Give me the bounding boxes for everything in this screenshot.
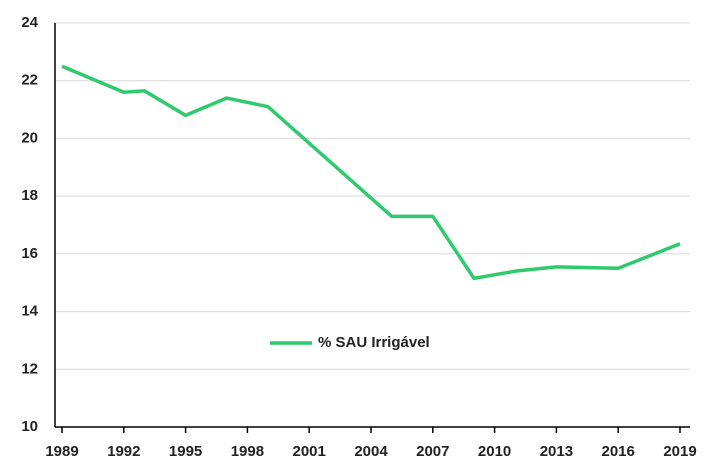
x-tick-label: 2001 [293,443,326,460]
legend-label: % SAU Irrigável [318,334,430,351]
y-tick-label: 18 [21,187,38,204]
x-tick-label: 1998 [231,443,264,460]
x-tick-label: 2019 [663,443,696,460]
x-tick-label: 2007 [416,443,449,460]
y-tick-label: 16 [21,245,38,262]
y-tick-label: 20 [21,129,38,146]
x-tick-label: 2004 [354,443,388,460]
y-tick-label: 14 [21,303,38,320]
x-tick-label: 1995 [169,443,202,460]
y-tick-label: 22 [21,72,38,89]
y-tick-label: 10 [21,418,38,435]
y-tick-label: 24 [21,14,38,31]
x-tick-label: 1989 [45,443,78,460]
x-tick-label: 2010 [478,443,511,460]
x-tick-label: 2016 [602,443,635,460]
x-tick-label: 1992 [107,443,140,460]
y-tick-label: 12 [21,360,38,377]
data-line [61,64,681,281]
x-tick-label: 2013 [540,443,573,460]
